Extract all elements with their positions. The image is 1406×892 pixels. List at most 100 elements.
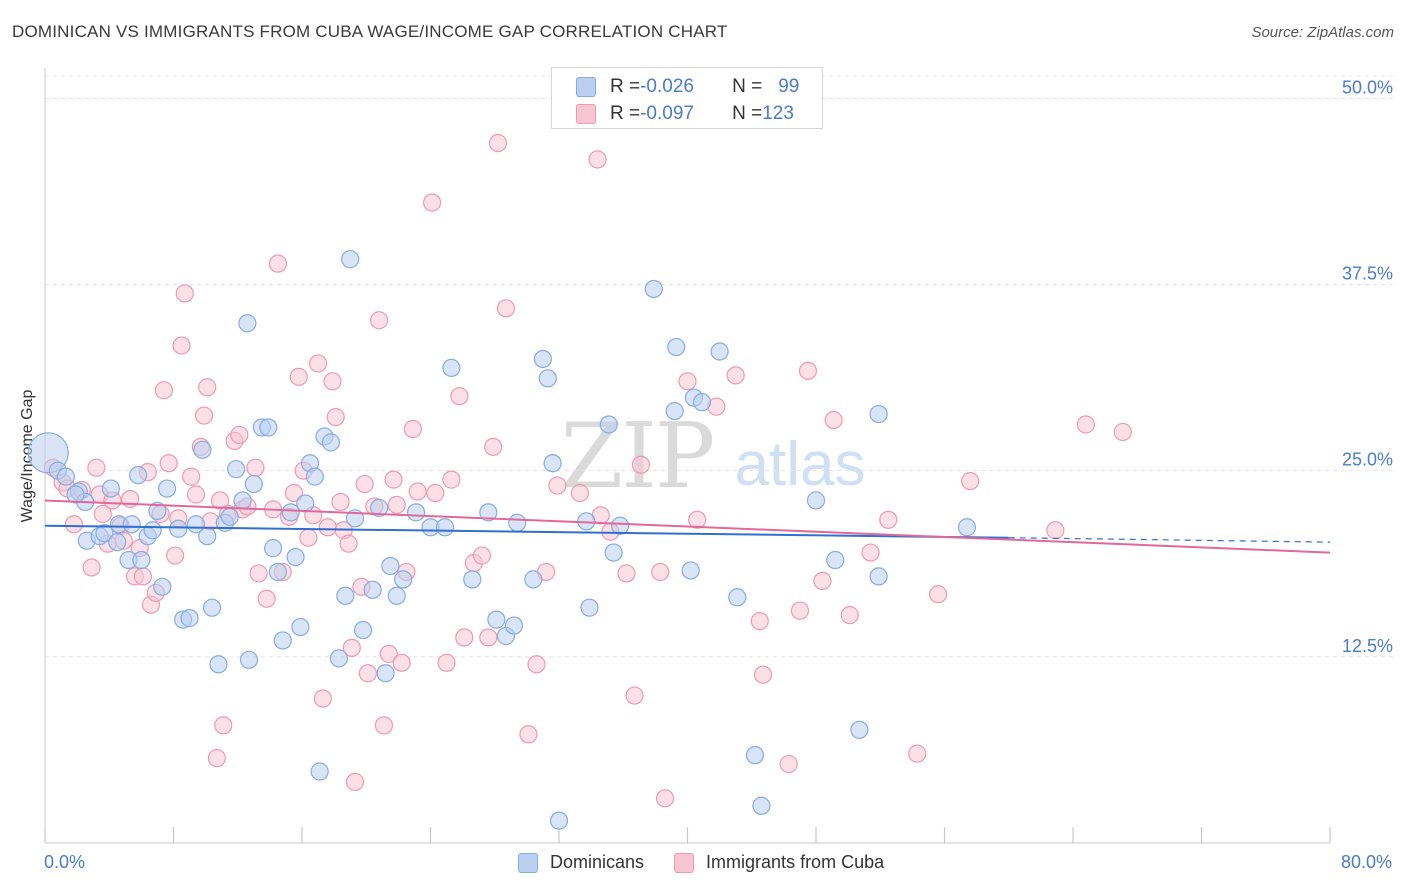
trend-line-dominicans-extension bbox=[1008, 537, 1331, 543]
point-dominicans bbox=[310, 762, 329, 781]
point-cuba bbox=[249, 564, 268, 583]
point-dominicans bbox=[435, 518, 455, 537]
y-tick-label: 37.5% bbox=[1342, 264, 1393, 284]
legend-item-dominicans[interactable]: Dominicans bbox=[518, 852, 644, 873]
point-dominicans bbox=[341, 250, 360, 269]
point-dominicans bbox=[281, 503, 300, 522]
point-dominicans bbox=[148, 501, 167, 520]
trend-line-dominicans bbox=[44, 524, 1009, 539]
point-cuba bbox=[908, 744, 927, 763]
point-cuba bbox=[133, 567, 153, 586]
point-dominicans bbox=[202, 598, 222, 617]
x-axis-max-label: 80.0% bbox=[1340, 852, 1392, 872]
point-dominicans bbox=[692, 393, 712, 412]
point-cuba bbox=[257, 589, 276, 608]
point-cuba bbox=[961, 471, 980, 491]
point-cuba bbox=[186, 485, 206, 504]
point-dominicans bbox=[479, 503, 498, 522]
trend-line-cuba bbox=[44, 499, 1331, 554]
point-dominicans bbox=[122, 515, 141, 534]
point-cuba bbox=[617, 564, 636, 583]
point-cuba bbox=[268, 254, 288, 273]
point-cuba bbox=[154, 381, 173, 400]
point-dominicans bbox=[233, 491, 252, 510]
point-dominicans bbox=[604, 543, 623, 562]
point-dominicans bbox=[273, 631, 292, 650]
point-cuba bbox=[331, 492, 350, 512]
point-cuba bbox=[384, 470, 403, 489]
point-cuba bbox=[484, 437, 503, 456]
point-dominicans bbox=[406, 503, 426, 522]
point-dominicans bbox=[56, 467, 75, 486]
point-dominicans bbox=[321, 433, 341, 452]
point-dominicans bbox=[957, 518, 977, 537]
point-dominicans bbox=[745, 746, 765, 765]
r-value: -0.026 bbox=[640, 76, 694, 97]
series-legend: Dominicans Immigrants from Cuba bbox=[518, 852, 914, 873]
point-cuba bbox=[318, 518, 337, 537]
point-dominicans bbox=[239, 650, 259, 669]
point-cuba bbox=[198, 378, 217, 397]
point-dominicans bbox=[336, 586, 355, 605]
point-cuba bbox=[450, 387, 469, 406]
point-cuba bbox=[472, 546, 491, 565]
point-dominicans bbox=[193, 440, 212, 459]
point-dominicans bbox=[227, 460, 246, 479]
point-dominicans bbox=[169, 519, 188, 538]
point-cuba bbox=[798, 361, 818, 380]
point-dominicans bbox=[259, 418, 278, 437]
n-value: 99 bbox=[778, 76, 800, 97]
point-dominicans bbox=[220, 507, 239, 526]
point-cuba bbox=[194, 406, 214, 425]
point-cuba bbox=[423, 193, 442, 212]
point-cuba bbox=[326, 407, 345, 427]
legend-swatch-cuba bbox=[674, 852, 695, 873]
point-dominicans bbox=[180, 609, 199, 628]
point-dominicans bbox=[370, 498, 389, 518]
data-points bbox=[27, 133, 1132, 830]
point-cuba bbox=[403, 419, 422, 439]
point-dominicans bbox=[463, 570, 482, 589]
point-cuba bbox=[426, 483, 445, 503]
point-cuba bbox=[345, 772, 365, 792]
point-cuba bbox=[355, 474, 374, 494]
point-dominicans bbox=[353, 620, 373, 640]
point-dominicans bbox=[153, 577, 172, 596]
axes: 12.5% 25.0% 37.5% 50.0% bbox=[44, 68, 1393, 844]
y-tick-label: 50.0% bbox=[1342, 77, 1393, 97]
point-dominicans bbox=[376, 664, 395, 683]
point-dominicans bbox=[329, 649, 349, 668]
point-cuba bbox=[159, 454, 178, 473]
point-cuba bbox=[374, 716, 394, 735]
point-dominicans bbox=[504, 616, 524, 635]
n-value: 123 bbox=[762, 103, 794, 124]
r-value: -0.097 bbox=[640, 103, 694, 124]
point-dominicans bbox=[95, 524, 114, 543]
point-dominicans bbox=[508, 513, 527, 532]
point-cuba bbox=[527, 655, 546, 674]
y-tick-label: 12.5% bbox=[1342, 636, 1393, 656]
point-cuba bbox=[1113, 422, 1132, 442]
point-dominicans bbox=[101, 479, 120, 498]
point-cuba bbox=[688, 510, 707, 529]
point-cuba bbox=[753, 665, 773, 684]
point-dominicans bbox=[752, 796, 771, 815]
point-cuba bbox=[284, 483, 304, 503]
legend-item-cuba[interactable]: Immigrants from Cuba bbox=[674, 852, 884, 873]
point-cuba bbox=[370, 311, 389, 330]
point-cuba bbox=[779, 754, 798, 774]
point-cuba bbox=[64, 515, 84, 534]
point-cuba bbox=[437, 653, 456, 672]
point-cuba bbox=[790, 601, 810, 620]
point-dominicans bbox=[869, 404, 888, 424]
point-cuba bbox=[379, 644, 398, 663]
point-dominicans bbox=[442, 358, 461, 378]
point-cuba bbox=[299, 528, 318, 547]
n-label: N = bbox=[732, 103, 763, 124]
point-cuba bbox=[1046, 521, 1065, 540]
point-cuba bbox=[519, 725, 538, 744]
point-dominicans bbox=[129, 466, 148, 485]
r-label: R = bbox=[610, 103, 641, 124]
point-dominicans bbox=[543, 454, 562, 473]
